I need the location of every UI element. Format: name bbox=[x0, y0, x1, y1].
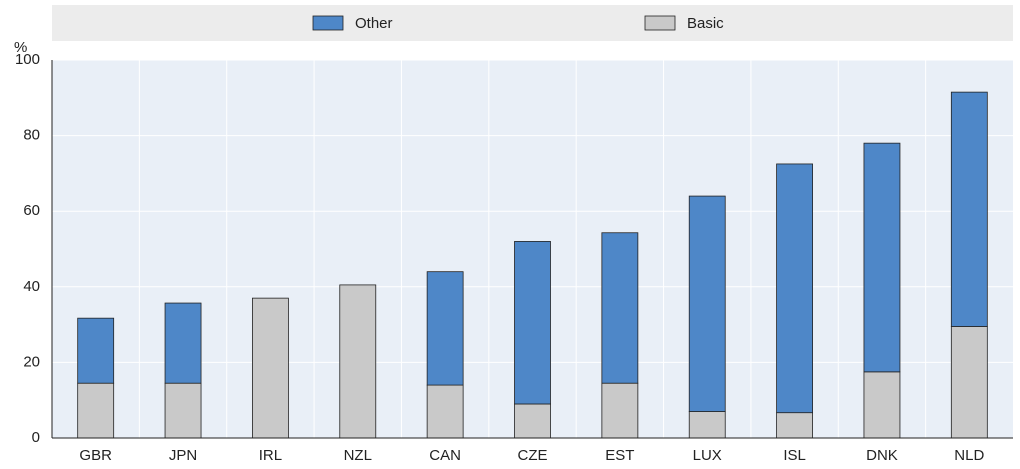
bar-segment bbox=[776, 412, 813, 439]
x-tick-label: EST bbox=[605, 447, 634, 464]
bar-segment bbox=[514, 403, 551, 439]
legend-band bbox=[52, 5, 1013, 41]
x-tick-label: CAN bbox=[429, 447, 461, 464]
y-unit: % bbox=[14, 39, 27, 56]
y-tick-label: 0 bbox=[32, 429, 40, 446]
bar-segment bbox=[426, 384, 464, 439]
x-tick-label: NZL bbox=[344, 447, 372, 464]
bar-segment bbox=[601, 382, 639, 439]
y-tick-label: 100 bbox=[15, 51, 40, 68]
y-tick-label: 60 bbox=[23, 202, 40, 219]
x-tick-label: LUX bbox=[693, 447, 722, 464]
x-tick-label: CZE bbox=[518, 447, 548, 464]
bar-segment bbox=[339, 284, 377, 439]
y-tick-label: 40 bbox=[23, 278, 40, 295]
bar-segment bbox=[601, 232, 639, 384]
bar-segment bbox=[164, 302, 202, 384]
y-tick-label: 80 bbox=[23, 127, 40, 144]
legend-label: Other bbox=[355, 15, 393, 32]
bar-segment bbox=[688, 195, 726, 412]
bar-segment bbox=[688, 411, 726, 439]
legend-swatch bbox=[644, 15, 676, 31]
bar-segment bbox=[950, 326, 988, 439]
bar-segment bbox=[863, 142, 901, 373]
bar-segment bbox=[426, 271, 464, 386]
legend-label: Basic bbox=[687, 15, 724, 32]
bar-segment bbox=[164, 382, 202, 439]
bar-segment bbox=[514, 241, 551, 405]
x-tick-label: GBR bbox=[79, 447, 112, 464]
x-tick-label: NLD bbox=[954, 447, 984, 464]
bar-segment bbox=[863, 371, 901, 439]
x-tick-label: DNK bbox=[866, 447, 898, 464]
bar-segment bbox=[252, 297, 289, 439]
bar-segment bbox=[77, 317, 115, 384]
y-tick-label: 20 bbox=[23, 353, 40, 370]
bar-segment bbox=[77, 382, 115, 439]
bar-segment bbox=[950, 91, 988, 327]
legend-swatch bbox=[312, 15, 344, 31]
bar-segment bbox=[776, 163, 813, 414]
x-tick-label: JPN bbox=[169, 447, 197, 464]
x-tick-label: ISL bbox=[783, 447, 806, 464]
x-tick-label: IRL bbox=[259, 447, 282, 464]
